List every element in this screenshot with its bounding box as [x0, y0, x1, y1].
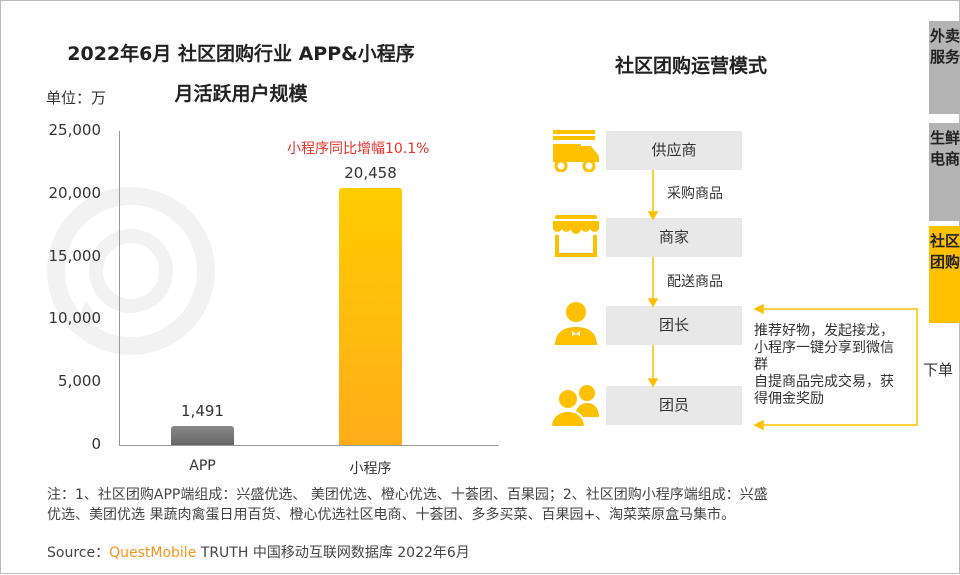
edge-label-deliver: 配送商品	[667, 274, 723, 290]
bar-value-label: 1,491	[181, 402, 224, 421]
tab-community-group-buying[interactable]: 社区团购	[929, 226, 960, 323]
node-merchant: 商家	[606, 218, 742, 257]
bar-value-label: 20,458	[344, 164, 397, 183]
group-icon	[551, 385, 599, 427]
feedback-line: 群	[754, 357, 768, 373]
x-tick-label: 小程序	[349, 461, 392, 477]
edge-label-purchase: 采购商品	[667, 186, 723, 202]
footnote-line: 注：1、社区团购APP端组成：兴盛优选、 美团优选、橙心优选、十荟团、百果园；2…	[47, 487, 768, 503]
y-axis	[119, 131, 120, 446]
feedback-line: 推荐好物，发起接龙，	[754, 323, 894, 339]
x-tick-label: APP	[189, 458, 216, 474]
chart-title-line2: 月活跃用户规模	[174, 83, 308, 105]
feedback-text: 推荐好物，发起接龙， 小程序一键分享到微信 群 自提商品完成交易，获 得佣金奖励	[754, 323, 894, 408]
node-group-leader: 团长	[606, 306, 742, 345]
flow-title: 社区团购运营模式	[614, 55, 767, 77]
unit-label: 单位：万	[46, 89, 107, 107]
y-tick-label: 10,000	[48, 309, 102, 328]
bar-app	[171, 426, 234, 445]
y-tick-label: 15,000	[48, 246, 102, 265]
watermark-logo	[47, 187, 215, 355]
growth-annotation: 小程序同比增幅10.1%	[287, 141, 430, 157]
person-icon	[555, 302, 597, 345]
tab-food-delivery[interactable]: 外卖服务	[929, 21, 960, 114]
store-icon	[553, 215, 599, 257]
chart-title-line1: 2022年6月 社区团购行业 APP&小程序	[67, 43, 415, 65]
source-rest: TRUTH 中国移动互联网数据库 2022年6月	[196, 545, 470, 561]
source-brand: QuestMobile	[109, 545, 197, 561]
truck-icon	[553, 130, 599, 172]
source: Source：QuestMobile TRUTH 中国移动互联网数据库 2022…	[47, 542, 470, 562]
x-axis	[119, 445, 499, 446]
footnote: 注：1、社区团购APP端组成：兴盛优选、 美团优选、橙心优选、十荟团、百果园；2…	[47, 485, 768, 525]
footnote-line: 优选、美团优选 果蔬肉禽蛋日用百货、橙心优选社区电商、十荟团、多多买菜、百果园+…	[47, 507, 736, 523]
order-label: 下单	[923, 361, 954, 379]
feedback-line: 得佣金奖励	[754, 391, 824, 407]
bar-miniprogram	[339, 188, 402, 445]
tab-fresh-ecommerce[interactable]: 生鲜电商	[929, 123, 960, 221]
feedback-line: 小程序一键分享到微信	[754, 340, 894, 356]
node-member: 团员	[606, 386, 742, 425]
y-tick-label: 0	[91, 435, 101, 453]
feedback-line: 自提商品完成交易，获	[754, 374, 894, 390]
y-tick-label: 25,000	[48, 121, 102, 139]
y-tick-label: 20,000	[48, 183, 102, 202]
node-supplier: 供应商	[606, 131, 742, 170]
y-tick-label: 5,000	[58, 372, 101, 391]
source-prefix: Source：	[47, 545, 110, 561]
